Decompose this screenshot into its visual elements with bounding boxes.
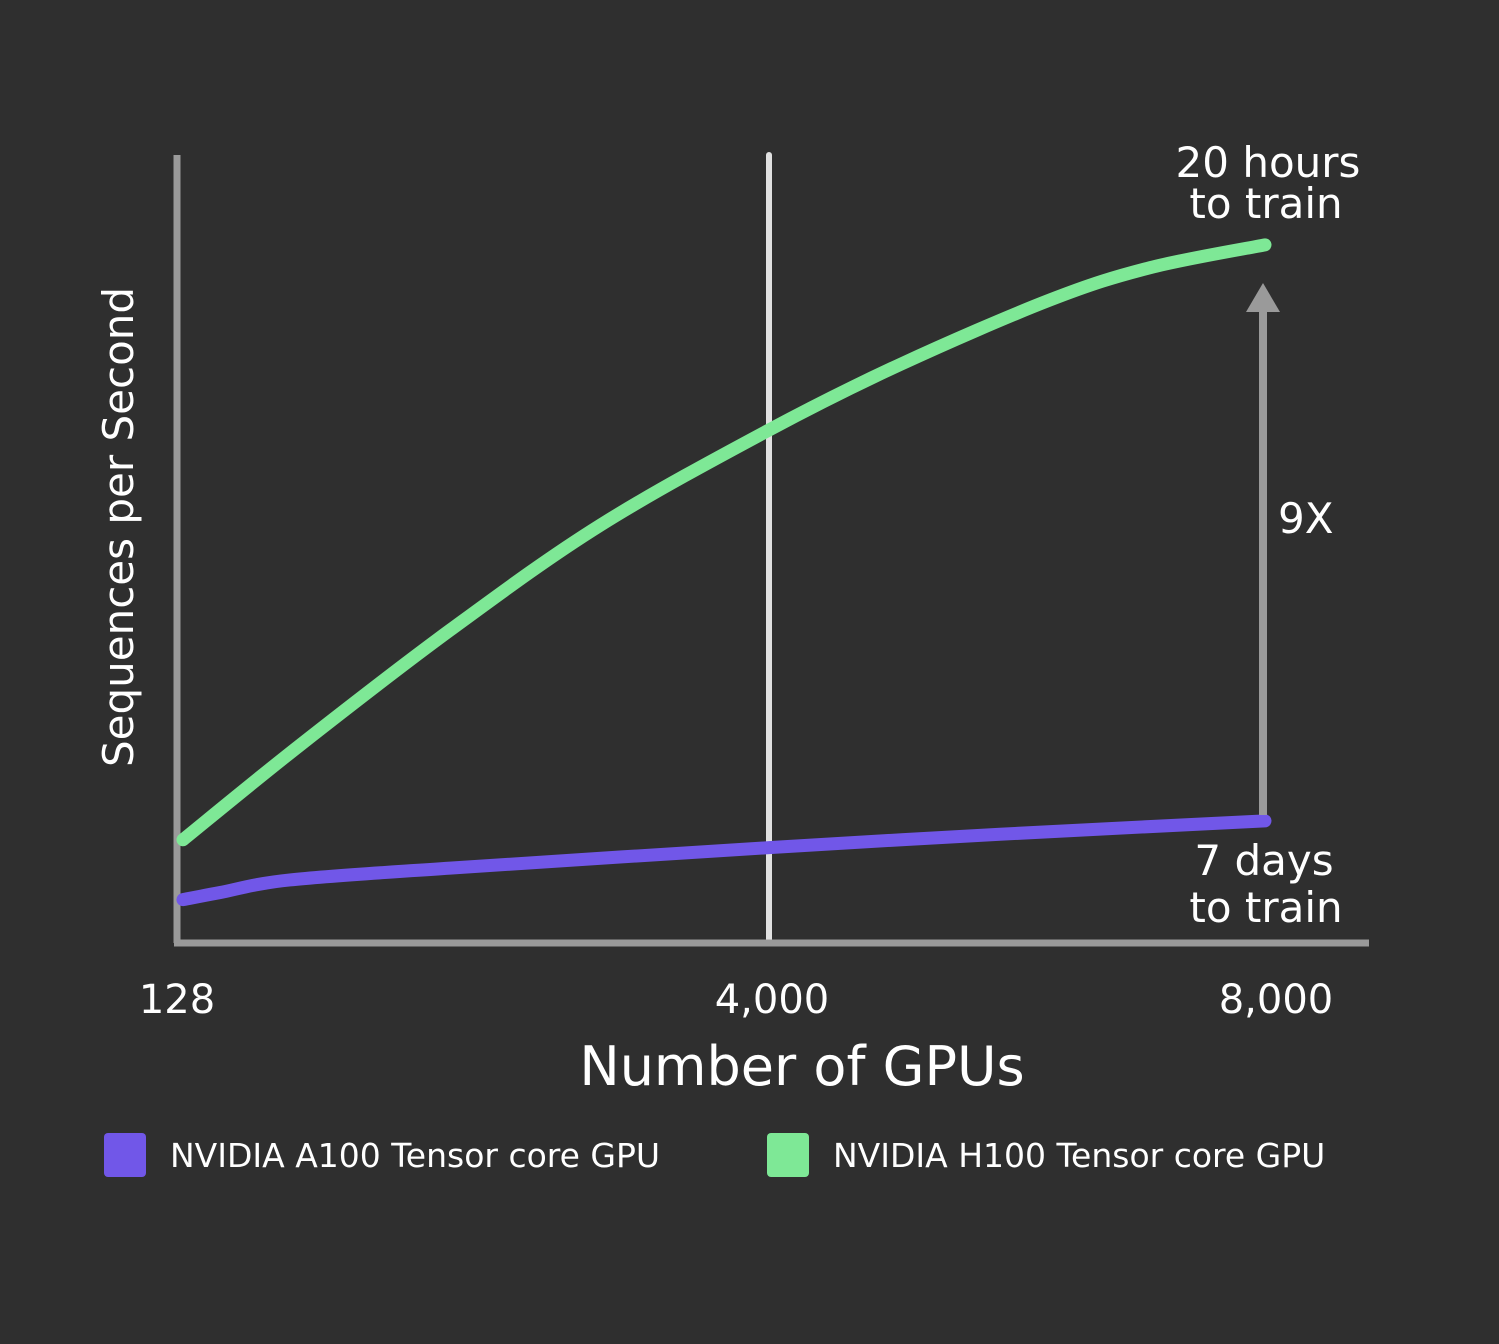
legend-item-h100: NVIDIA H100 Tensor core GPU xyxy=(767,1133,1325,1177)
legend-swatch-h100 xyxy=(767,1133,809,1177)
legend-label-a100: NVIDIA A100 Tensor core GPU xyxy=(170,1135,661,1175)
series-line-h100 xyxy=(176,238,1272,847)
legend-swatch-a100 xyxy=(104,1133,146,1177)
x-axis-label: Number of GPUs xyxy=(579,1035,1024,1098)
arrow-label: 9X xyxy=(1278,494,1334,543)
annotation-bottom-line2: to train xyxy=(1189,883,1342,932)
y-axis-label: Sequences per Second xyxy=(94,287,143,767)
annotation-top-line1: 20 hours xyxy=(1176,138,1361,187)
x-tick-label-4000: 4,000 xyxy=(715,977,830,1023)
series-line-a100 xyxy=(176,814,1272,907)
x-tick-label-128: 128 xyxy=(139,977,215,1023)
annotation-bottom-line1: 7 days xyxy=(1194,836,1333,885)
legend-item-a100: NVIDIA A100 Tensor core GPU xyxy=(104,1133,660,1177)
x-tick-label-8000: 8,000 xyxy=(1219,977,1334,1023)
legend-label-h100: NVIDIA H100 Tensor core GPU xyxy=(833,1135,1326,1175)
annotation-top-line2: to train xyxy=(1189,179,1342,228)
arrow-head-icon xyxy=(1246,283,1280,312)
